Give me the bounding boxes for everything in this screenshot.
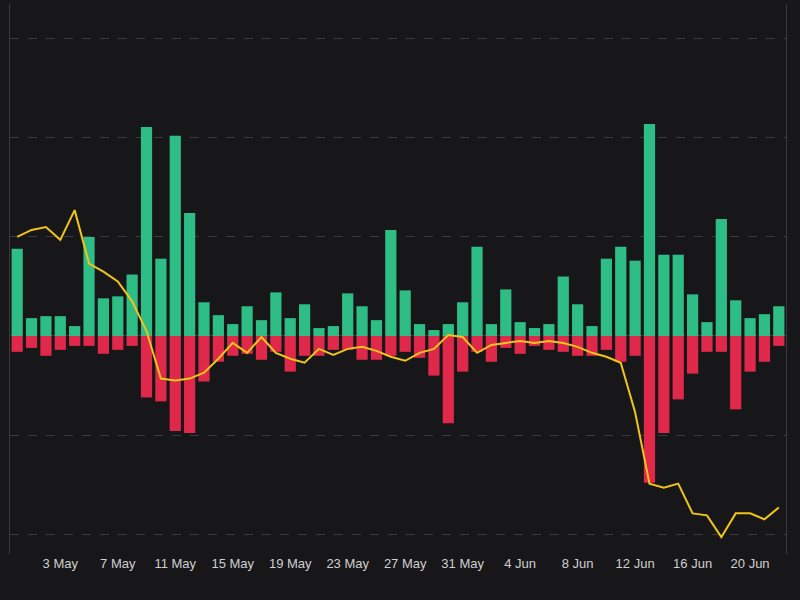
svg-text:31 May: 31 May — [441, 556, 484, 571]
svg-text:20 Jun: 20 Jun — [731, 556, 770, 571]
svg-text:11 May: 11 May — [154, 556, 196, 571]
svg-text:15 May: 15 May — [211, 556, 254, 571]
svg-text:4 Jun: 4 Jun — [504, 556, 536, 571]
svg-text:3 May: 3 May — [43, 556, 79, 571]
svg-text:8 Jun: 8 Jun — [562, 556, 594, 571]
svg-text:16 Jun: 16 Jun — [673, 556, 712, 571]
svg-text:19 May: 19 May — [269, 556, 312, 571]
svg-text:7 May: 7 May — [100, 556, 136, 571]
svg-text:12 Jun: 12 Jun — [616, 556, 655, 571]
svg-text:23 May: 23 May — [326, 556, 369, 571]
svg-text:27 May: 27 May — [384, 556, 427, 571]
